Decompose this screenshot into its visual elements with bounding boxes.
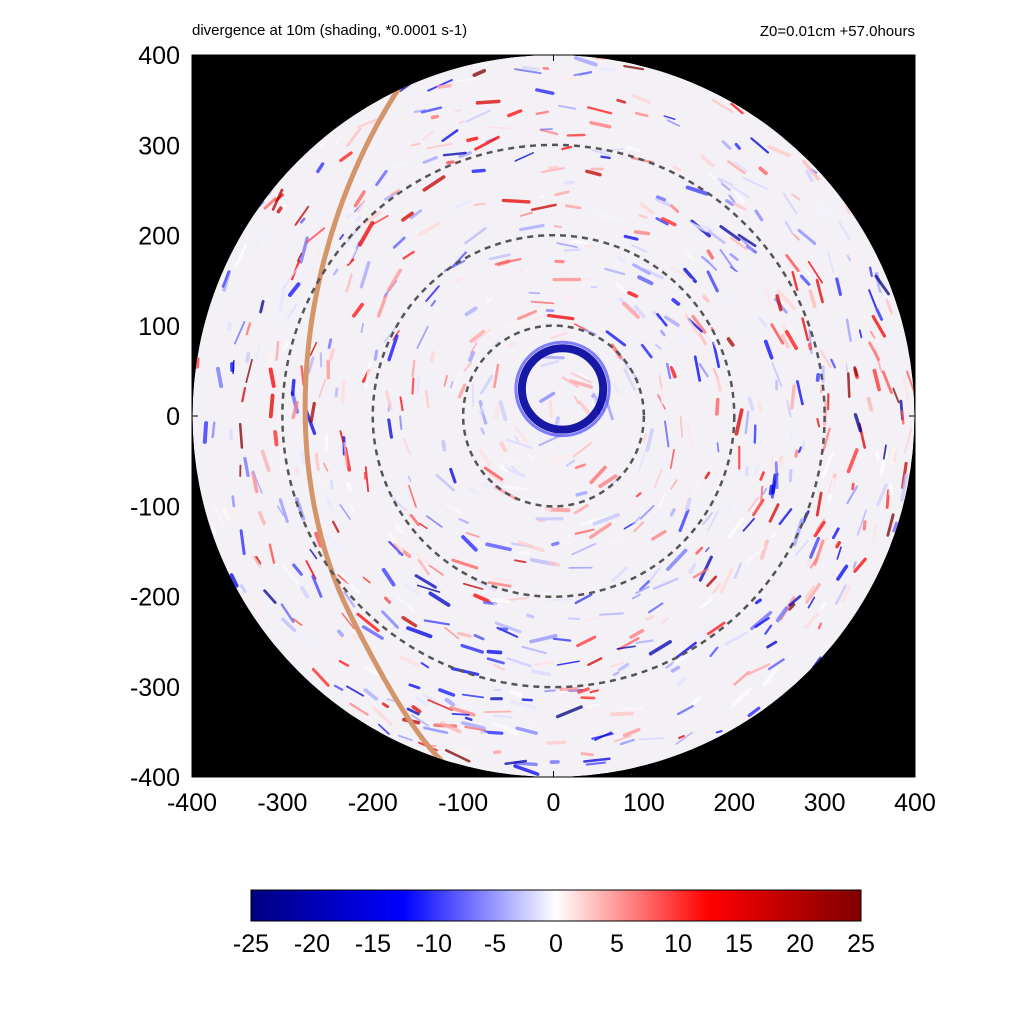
reference-circle [461,324,646,508]
y-tick-label: -200 [130,584,180,612]
divergence-field [195,56,915,776]
y-tick-label: -100 [130,493,180,521]
x-tick-label: 400 [894,789,936,817]
reference-circle [371,234,736,598]
plot-area [192,55,915,777]
y-tick-label: 100 [138,313,180,341]
x-tick-label: -100 [438,789,488,817]
colorbar-ticks: -25 -20 -15 -10 -5 0 5 10 15 20 25 [233,930,875,958]
y-tick-label: -300 [130,674,180,702]
colorbar-tick-label: 5 [610,930,624,958]
x-tick-label: 200 [713,789,755,817]
x-tick-label: -200 [348,789,398,817]
y-axis: -400 -300 -200 -100 0 100 200 300 400 [130,42,915,792]
reference-circle [281,143,826,689]
eyewall-convergence-ring [514,340,611,438]
colorbar-tick-label: -20 [294,930,330,958]
colorbar-tick-label: 15 [725,930,753,958]
coastline [302,85,465,777]
x-tick-label: 0 [547,789,561,817]
colorbar-tick-label: 10 [664,930,692,958]
x-tick-label: -400 [167,789,217,817]
colorbar-tick-label: -25 [233,930,269,958]
colorbar-tick-label: -15 [355,930,391,958]
y-tick-label: 0 [166,403,180,431]
reference-circles [281,143,826,689]
colorbar-tick-label: 0 [549,930,563,958]
colorbar-tick-label: 20 [786,930,814,958]
colorbar-tick-label: 25 [847,930,875,958]
x-axis: -400 -300 -200 -100 0 100 200 300 400 [167,55,936,817]
y-tick-label: 200 [138,223,180,251]
x-tick-label: -300 [257,789,307,817]
colorbar-tick-label: -5 [484,930,506,958]
colorbar [250,889,862,922]
x-tick-label: 300 [804,789,846,817]
y-tick-label: 400 [138,42,180,70]
chart-subtitle: Z0=0.01cm +57.0hours [760,23,915,40]
y-tick-label: 300 [138,132,180,160]
colorbar-tick-label: -10 [416,930,452,958]
chart-title: divergence at 10m (shading, *0.0001 s-1) [192,22,467,39]
x-tick-label: 100 [623,789,665,817]
y-tick-label: -400 [130,764,180,792]
